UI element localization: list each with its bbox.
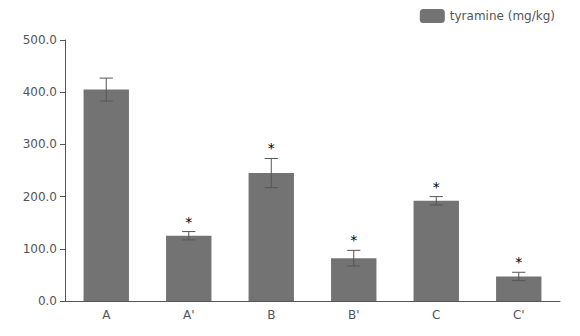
svg-text:*: *	[433, 179, 440, 195]
svg-text:B: B	[267, 308, 275, 322]
svg-text:*: *	[268, 140, 275, 156]
svg-text:500.0: 500.0	[23, 33, 57, 47]
svg-text:*: *	[350, 232, 357, 248]
svg-text:*: *	[515, 254, 522, 270]
svg-text:400.0: 400.0	[23, 85, 57, 99]
svg-text:tyramine (mg/kg): tyramine (mg/kg)	[450, 9, 555, 23]
svg-text:100.0: 100.0	[23, 242, 57, 256]
svg-text:300.0: 300.0	[23, 137, 57, 151]
svg-text:A: A	[102, 308, 111, 322]
svg-text:A': A'	[183, 308, 195, 322]
svg-text:B': B'	[348, 308, 360, 322]
svg-text:C': C'	[513, 308, 525, 322]
svg-text:*: *	[185, 214, 192, 230]
svg-text:0.0: 0.0	[38, 294, 57, 308]
svg-text:200.0: 200.0	[23, 190, 57, 204]
svg-text:C: C	[432, 308, 440, 322]
